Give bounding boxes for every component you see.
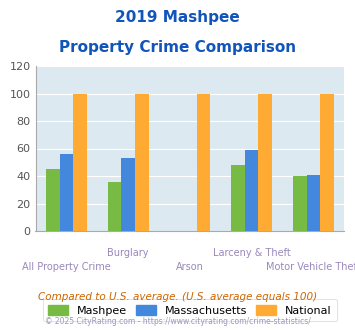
Text: Larceny & Theft: Larceny & Theft bbox=[213, 248, 291, 258]
Bar bbox=[73, 93, 87, 231]
Bar bbox=[197, 93, 210, 231]
Bar bbox=[320, 93, 334, 231]
Bar bbox=[46, 169, 60, 231]
Bar bbox=[293, 176, 307, 231]
Text: 2019 Mashpee: 2019 Mashpee bbox=[115, 10, 240, 25]
Bar bbox=[60, 154, 73, 231]
Bar bbox=[121, 158, 135, 231]
Bar bbox=[258, 93, 272, 231]
Bar bbox=[231, 165, 245, 231]
Text: Motor Vehicle Theft: Motor Vehicle Theft bbox=[266, 262, 355, 272]
Text: Property Crime Comparison: Property Crime Comparison bbox=[59, 40, 296, 54]
Text: Arson: Arson bbox=[176, 262, 204, 272]
Text: © 2025 CityRating.com - https://www.cityrating.com/crime-statistics/: © 2025 CityRating.com - https://www.city… bbox=[45, 317, 310, 326]
Bar bbox=[135, 93, 148, 231]
Bar bbox=[245, 150, 258, 231]
Legend: Mashpee, Massachusetts, National: Mashpee, Massachusetts, National bbox=[43, 299, 337, 321]
Text: Compared to U.S. average. (U.S. average equals 100): Compared to U.S. average. (U.S. average … bbox=[38, 292, 317, 302]
Bar bbox=[307, 175, 320, 231]
Text: Burglary: Burglary bbox=[108, 248, 149, 258]
Text: All Property Crime: All Property Crime bbox=[22, 262, 111, 272]
Bar bbox=[108, 182, 121, 231]
